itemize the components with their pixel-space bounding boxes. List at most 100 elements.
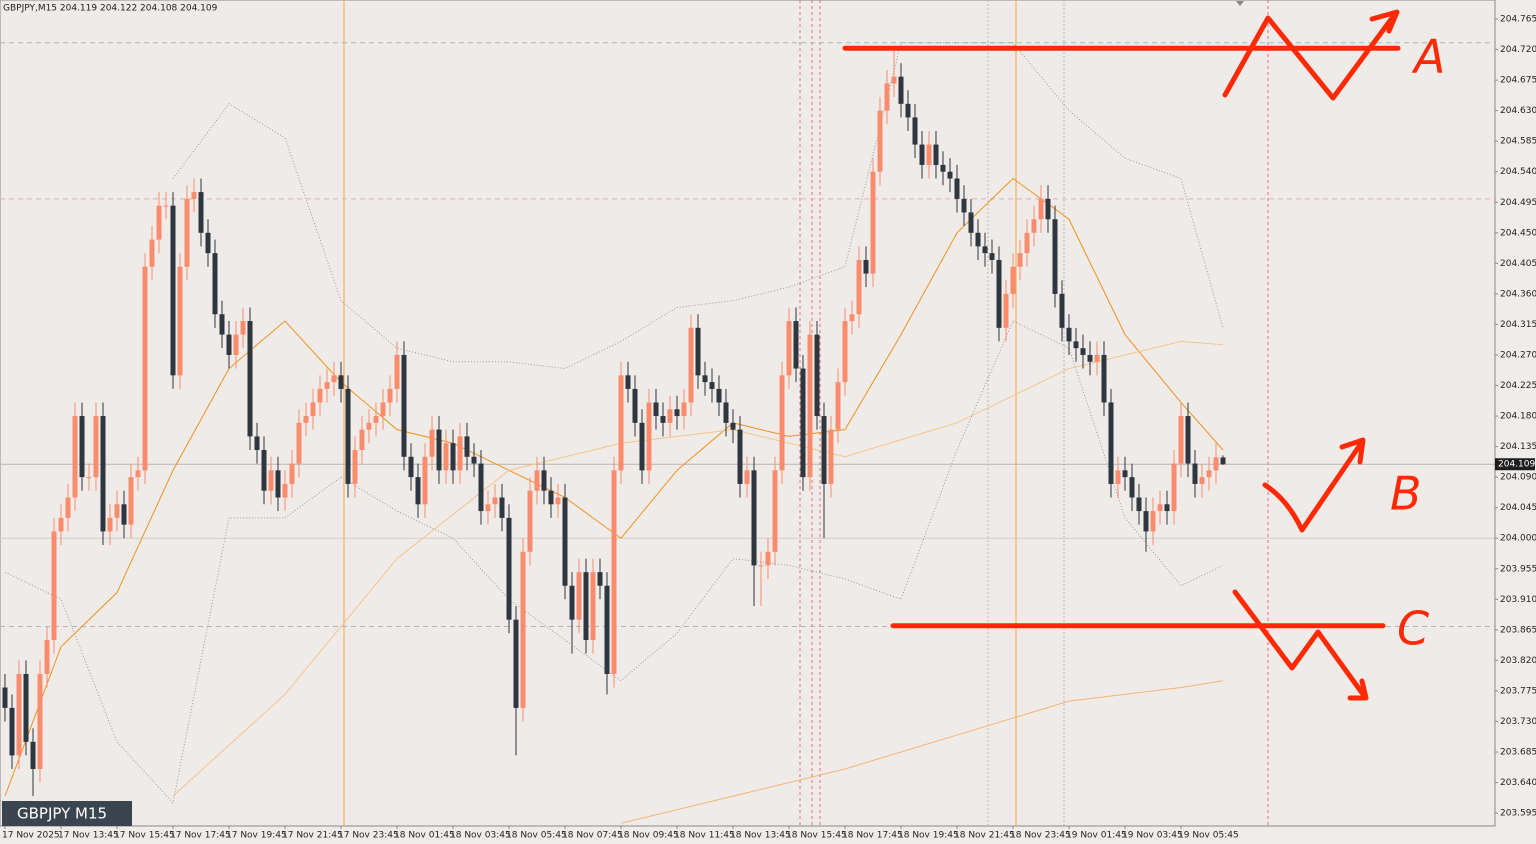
candle-body xyxy=(1066,327,1072,342)
candle-body xyxy=(996,259,1002,328)
candle-body xyxy=(51,531,57,641)
candle-body xyxy=(478,463,484,512)
candle-body xyxy=(240,321,246,335)
candle-body xyxy=(716,388,722,403)
candle-body xyxy=(919,144,925,165)
candle-body xyxy=(548,490,554,505)
candle-body xyxy=(723,402,729,423)
candle-body xyxy=(226,334,232,355)
candle-body xyxy=(534,470,540,491)
y-tick-label: 203.865 xyxy=(1500,625,1536,635)
candle-body xyxy=(1080,348,1086,355)
candle-body xyxy=(751,470,757,566)
candle-body xyxy=(1003,293,1009,328)
candle-body xyxy=(1101,354,1107,403)
candle-body xyxy=(268,470,274,491)
indicator-line xyxy=(4,177,1224,797)
candle-body xyxy=(373,416,379,423)
candle-body xyxy=(492,497,498,505)
candle-body xyxy=(961,198,967,213)
candle-body xyxy=(422,456,428,505)
candle-body xyxy=(653,402,659,417)
candle-body xyxy=(940,164,946,172)
x-tick-label: 17 Nov 2025 xyxy=(2,831,60,841)
candle-body xyxy=(44,640,50,674)
candle-body xyxy=(450,443,456,471)
candle-body xyxy=(1150,511,1156,532)
y-tick-label: 204.180 xyxy=(1500,412,1536,422)
candle-body xyxy=(457,436,463,471)
x-tick-label: 18 Nov 11:45 xyxy=(674,831,735,841)
y-tick-label: 203.910 xyxy=(1500,595,1536,605)
y-tick-label: 204.585 xyxy=(1500,137,1536,147)
y-tick-label: 204.045 xyxy=(1500,503,1536,513)
candle-body xyxy=(261,449,267,491)
candle-body xyxy=(303,416,309,423)
candle-body xyxy=(849,314,855,322)
candle-body xyxy=(485,504,491,512)
candle-body xyxy=(576,572,582,620)
y-tick-label: 203.595 xyxy=(1500,809,1536,819)
candle-body xyxy=(191,192,197,199)
candle-body xyxy=(394,354,400,389)
candle-body xyxy=(513,619,519,708)
y-tick-label: 204.720 xyxy=(1500,45,1536,55)
candle-body xyxy=(317,388,323,403)
candle-body xyxy=(1024,232,1030,254)
plot-area xyxy=(0,0,1496,827)
candle-body xyxy=(821,416,827,484)
y-tick-label: 204.495 xyxy=(1500,198,1536,208)
y-tick-label: 204.225 xyxy=(1500,381,1536,391)
candle-body xyxy=(674,409,680,417)
candle-body xyxy=(926,144,932,165)
candle-body xyxy=(632,388,638,423)
annotation: B xyxy=(1390,467,1422,521)
candle-body xyxy=(989,253,995,260)
candle-body xyxy=(135,470,141,478)
candle-body xyxy=(177,266,183,376)
candle-body xyxy=(2,687,8,708)
candle-body xyxy=(695,327,701,376)
candles xyxy=(2,49,1226,797)
candle-body xyxy=(345,388,351,484)
x-tick-label: 18 Nov 05:45 xyxy=(506,831,567,841)
candle-body xyxy=(856,259,862,315)
candle-body xyxy=(744,470,750,484)
candle-body xyxy=(121,504,127,525)
candle-body xyxy=(877,110,883,172)
candle-body xyxy=(443,443,449,471)
candle-body xyxy=(898,76,904,104)
candle-body xyxy=(688,327,694,403)
candle-body xyxy=(198,192,204,233)
x-tick-label: 18 Nov 03:45 xyxy=(450,831,511,841)
candle-body xyxy=(583,572,589,641)
candle-body xyxy=(128,477,134,525)
candle-body xyxy=(506,517,512,620)
candle-body xyxy=(933,144,939,165)
candle-body xyxy=(170,205,176,376)
y-tick-label: 203.640 xyxy=(1500,778,1536,788)
symbol-label: GBPJPY M15 xyxy=(17,805,107,823)
x-tick-label: 18 Nov 01:45 xyxy=(394,831,455,841)
candle-body xyxy=(1115,470,1121,484)
candle-body xyxy=(1045,198,1051,220)
indicator-line xyxy=(620,680,1224,824)
candle-body xyxy=(233,334,239,355)
candle-body xyxy=(1129,477,1135,498)
candle-body xyxy=(184,198,190,267)
candle-body xyxy=(1094,354,1100,362)
candle-body xyxy=(779,375,785,471)
candle-body xyxy=(1038,198,1044,220)
candle-body xyxy=(401,354,407,457)
x-tick-label: 17 Nov 13:45 xyxy=(58,831,119,841)
candle-body xyxy=(1171,463,1177,512)
candle-body xyxy=(1087,354,1093,362)
arrow-a xyxy=(1222,9,1400,101)
price-tag xyxy=(1495,458,1535,471)
candle-body xyxy=(149,239,155,267)
candle-body xyxy=(1213,457,1219,471)
x-tick-label: 18 Nov 09:45 xyxy=(618,831,679,841)
candle-body xyxy=(842,321,848,383)
y-tick-label: 204.135 xyxy=(1500,442,1536,452)
candle-body xyxy=(730,422,736,430)
